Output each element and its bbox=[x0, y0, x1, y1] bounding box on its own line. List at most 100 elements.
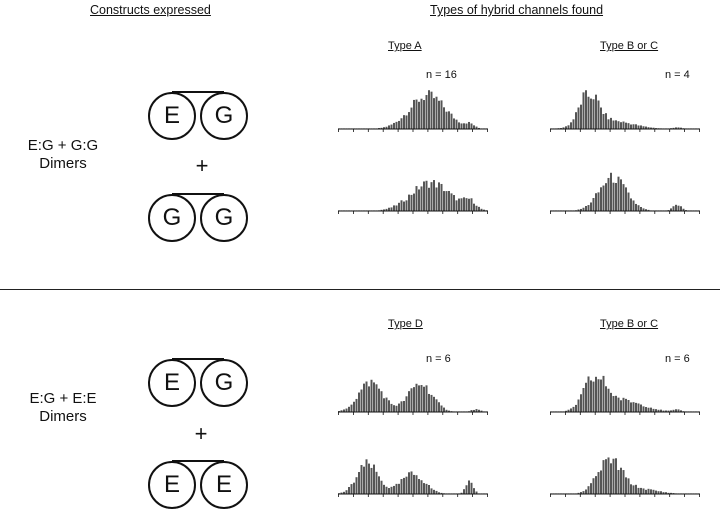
histogram-bar bbox=[418, 189, 420, 211]
histogram-bar bbox=[627, 399, 630, 412]
dimer-gg: G G bbox=[146, 188, 258, 244]
histogram-bar bbox=[635, 402, 637, 412]
histogram-bar bbox=[570, 408, 572, 412]
histogram-type-a-1 bbox=[338, 90, 488, 132]
histogram-bar bbox=[445, 191, 448, 211]
histogram-bar bbox=[358, 392, 360, 412]
histogram-bar bbox=[455, 119, 458, 129]
histogram-bar bbox=[350, 404, 353, 412]
histogram-bar bbox=[647, 488, 650, 494]
histogram-bar bbox=[630, 124, 632, 129]
histogram-bar bbox=[483, 209, 485, 211]
histogram-bar bbox=[445, 409, 448, 412]
histogram-bar bbox=[627, 123, 630, 129]
histogram-bar bbox=[652, 408, 655, 412]
histogram-bar bbox=[345, 408, 348, 412]
histogram-bar bbox=[635, 484, 637, 494]
subunit-circle: E bbox=[148, 92, 196, 140]
histogram-bar bbox=[645, 489, 647, 494]
histogram-bar bbox=[677, 205, 680, 211]
histogram-bar bbox=[670, 410, 672, 412]
histogram-bar bbox=[408, 112, 410, 129]
histogram-bar bbox=[388, 400, 390, 412]
histogram-bar bbox=[443, 107, 445, 129]
histogram-bar bbox=[355, 398, 358, 412]
histogram-bar bbox=[450, 113, 453, 129]
histogram-bar bbox=[577, 107, 580, 129]
histogram-bar bbox=[667, 410, 670, 412]
histogram-bar bbox=[415, 186, 418, 211]
histogram-bar bbox=[423, 483, 425, 494]
histogram-bar bbox=[350, 484, 353, 494]
histogram-bar bbox=[615, 120, 617, 129]
histogram-bar bbox=[605, 386, 607, 412]
histogram-bar bbox=[405, 476, 408, 494]
histogram-bar bbox=[465, 123, 468, 129]
histogram-bar bbox=[635, 203, 637, 211]
dimer-linker bbox=[172, 358, 224, 360]
histogram-bar bbox=[420, 385, 423, 412]
histogram-bar bbox=[413, 474, 415, 494]
histogram-bar bbox=[627, 478, 630, 494]
histogram-bar bbox=[665, 410, 667, 412]
histogram-bar bbox=[675, 127, 677, 129]
histogram-bar bbox=[580, 208, 582, 211]
histogram-bar bbox=[473, 203, 475, 211]
histogram-bar bbox=[650, 127, 652, 129]
histogram-bar bbox=[410, 194, 413, 211]
type-d-label: Type D bbox=[388, 318, 423, 330]
histogram-bar bbox=[400, 479, 403, 494]
histogram-bar bbox=[390, 486, 393, 494]
histogram-bar bbox=[428, 485, 430, 494]
histogram-bar bbox=[595, 476, 597, 494]
histogram-type-bc-3 bbox=[550, 375, 700, 415]
histogram-bar bbox=[602, 460, 605, 494]
histogram-bar bbox=[390, 207, 393, 211]
histogram-bar bbox=[585, 489, 587, 494]
histogram-bar bbox=[380, 480, 383, 494]
histogram-bar bbox=[475, 205, 478, 211]
histogram-bar bbox=[448, 111, 450, 129]
histogram-bar bbox=[420, 98, 423, 129]
histogram-bar bbox=[415, 383, 418, 412]
histogram-bar bbox=[458, 198, 460, 211]
histogram-bar bbox=[393, 122, 395, 129]
type-bc-label-top: Type B or C bbox=[600, 40, 659, 52]
histogram-bar bbox=[413, 387, 415, 412]
histogram-bar bbox=[620, 122, 622, 129]
histogram-bar bbox=[418, 479, 420, 494]
histogram-bar bbox=[405, 396, 408, 412]
histogram-bar bbox=[403, 201, 405, 211]
histogram-bar bbox=[600, 379, 602, 412]
histogram-bar bbox=[470, 123, 473, 129]
histogram-bar bbox=[393, 405, 395, 412]
histogram-bar bbox=[378, 388, 380, 412]
histogram-bar bbox=[373, 382, 375, 412]
histogram-bar bbox=[660, 491, 662, 494]
histogram-bar bbox=[468, 198, 470, 211]
histogram-bar bbox=[637, 205, 640, 211]
dimer-linker bbox=[172, 193, 224, 195]
histogram-bar bbox=[620, 179, 622, 211]
histogram-bar bbox=[660, 409, 662, 412]
histogram-bar bbox=[463, 489, 465, 494]
histogram-bar bbox=[617, 397, 620, 412]
histogram-bar bbox=[645, 126, 647, 129]
histogram-bar bbox=[445, 111, 448, 129]
histogram-bar bbox=[380, 209, 383, 211]
subunit-circle: G bbox=[200, 359, 248, 407]
type-a-label: Type A bbox=[388, 40, 422, 52]
histogram-bar bbox=[587, 205, 590, 211]
histogram-bar bbox=[358, 472, 360, 494]
histogram-bar bbox=[383, 209, 385, 211]
histogram-bar bbox=[587, 486, 590, 494]
plus-sign: + bbox=[195, 153, 209, 178]
panel-divider bbox=[0, 289, 720, 290]
histogram-bar bbox=[473, 125, 475, 129]
histogram-bar bbox=[622, 470, 625, 494]
histogram-bar bbox=[665, 492, 667, 494]
histogram-bar bbox=[398, 483, 400, 494]
histogram-bar bbox=[473, 409, 475, 412]
histogram-bar bbox=[677, 127, 680, 129]
histogram-bar bbox=[375, 384, 378, 412]
